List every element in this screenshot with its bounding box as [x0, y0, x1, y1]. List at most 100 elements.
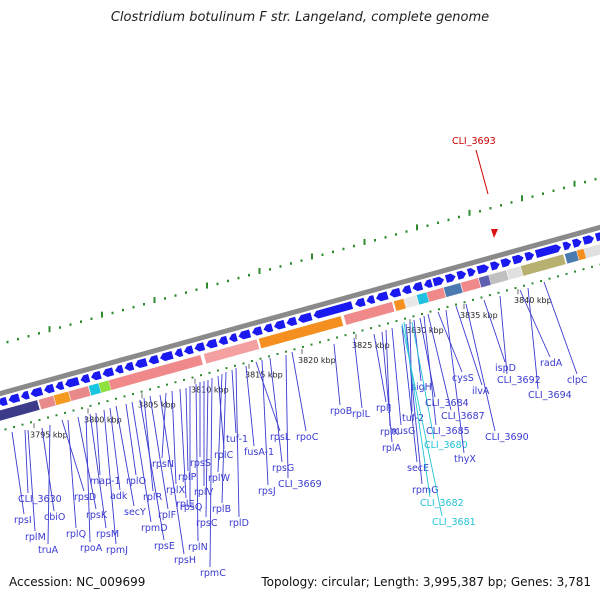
outer-tick: [552, 189, 555, 193]
gene-label[interactable]: rplP: [178, 472, 197, 483]
outer-tick: [80, 320, 82, 323]
gene-label[interactable]: rplL: [352, 409, 371, 420]
gene-label[interactable]: rpoA: [80, 543, 103, 554]
gene-arrow: [55, 381, 65, 391]
gene-label[interactable]: adk: [110, 491, 128, 502]
gene-label[interactable]: sigH: [411, 382, 432, 393]
outer-tick: [101, 311, 103, 318]
gene-label[interactable]: CLI_3682: [420, 498, 464, 509]
inner-tick: [166, 383, 168, 386]
gene-label[interactable]: secE: [407, 463, 429, 474]
highlight-label[interactable]: CLI_3693: [452, 136, 496, 147]
gene-label[interactable]: rplN: [188, 542, 208, 553]
highlight-marker-icon[interactable]: [491, 229, 498, 238]
gene-label[interactable]: rplD: [229, 518, 249, 529]
gene-label[interactable]: rpsD: [74, 492, 96, 503]
gene-label[interactable]: rplQ: [66, 529, 86, 540]
gene-label[interactable]: rplF: [158, 510, 176, 521]
outer-tick: [426, 224, 429, 227]
gene-label[interactable]: ilvA: [472, 386, 490, 397]
gene-label[interactable]: rplV: [194, 487, 214, 498]
gene-label[interactable]: tuf-2: [402, 413, 424, 424]
gene-leader-line: [401, 325, 418, 463]
gene-label[interactable]: CLI_3669: [278, 479, 322, 490]
outer-tick: [206, 282, 208, 289]
gene-label[interactable]: rpsI: [14, 515, 32, 526]
outer-tick: [321, 253, 324, 257]
kbp-label: 3840 kbp: [514, 296, 552, 305]
gene-label[interactable]: map-1: [90, 476, 121, 487]
gene-label[interactable]: rplK: [380, 427, 400, 438]
gene-label[interactable]: rpsL: [270, 432, 291, 443]
gene-leader-line: [333, 343, 341, 406]
kbp-label: 3795 kbp: [30, 430, 68, 439]
gene-leader-line: [217, 373, 223, 473]
gene-label[interactable]: radA: [540, 358, 563, 369]
gene-label[interactable]: fusA-1: [244, 447, 274, 458]
gene-label[interactable]: rpmJ: [106, 545, 128, 556]
gene-label[interactable]: clpC: [567, 375, 588, 386]
gene-label[interactable]: rplJ: [376, 403, 391, 414]
gene-arrow: [8, 393, 21, 404]
gene-arrow: [524, 251, 535, 261]
gene-label[interactable]: truA: [38, 545, 59, 556]
gene-label[interactable]: rpmG: [412, 485, 439, 496]
gene-arrow: [174, 348, 184, 358]
gene-label[interactable]: rpsH: [174, 555, 196, 566]
outer-tick: [153, 297, 156, 304]
gene-label[interactable]: rpsQ: [180, 502, 202, 513]
gene-label[interactable]: CLI_3687: [441, 411, 485, 422]
gene-label[interactable]: CLI_3684: [425, 398, 469, 409]
inner-tick: [412, 315, 415, 318]
inner-tick: [472, 298, 474, 301]
gene-label[interactable]: CLI_3685: [426, 426, 470, 437]
gene-label[interactable]: secY: [124, 507, 146, 518]
cog-segment: [488, 270, 509, 285]
gene-label[interactable]: rpsG: [272, 463, 294, 474]
gene-label[interactable]: rpoC: [296, 432, 319, 443]
gene-label[interactable]: CLI_3692: [497, 375, 541, 386]
gene-label[interactable]: rpmD: [141, 523, 168, 534]
gene-label[interactable]: rplR: [143, 492, 163, 503]
gene-leader-line: [519, 289, 551, 358]
gene-leader-line: [269, 357, 283, 463]
gene-arrow: [229, 333, 238, 342]
gene-label[interactable]: rpsE: [154, 541, 175, 552]
gene-label[interactable]: rplB: [212, 504, 231, 515]
gene-label[interactable]: rplA: [382, 443, 402, 454]
gene-label[interactable]: rpsK: [86, 510, 108, 521]
gene-leader-line: [85, 415, 91, 543]
gene-label[interactable]: rpsJ: [258, 486, 276, 497]
gene-label[interactable]: rpsS: [190, 458, 211, 469]
gene-label[interactable]: cbiO: [44, 512, 65, 523]
gene-label[interactable]: rpmC: [200, 568, 226, 579]
outer-tick: [164, 297, 166, 300]
gene-leader-line: [455, 305, 483, 386]
outer-tick: [437, 221, 439, 225]
gene-label[interactable]: CLI_3681: [432, 517, 476, 528]
kbp-label: 3800 kbp: [84, 415, 122, 424]
gene-leader-line: [131, 401, 152, 523]
gene-label[interactable]: rplE: [176, 499, 195, 510]
accession-text: Accession: NC_009699: [9, 575, 146, 589]
gene-label[interactable]: rplO: [126, 476, 146, 487]
gene-label[interactable]: rpsM: [96, 529, 119, 540]
inner-tick: [446, 305, 449, 308]
gene-label[interactable]: rplW: [208, 473, 231, 484]
gene-label[interactable]: CLI_3694: [528, 390, 572, 401]
gene-label[interactable]: CLI_3690: [485, 432, 529, 443]
gene-label[interactable]: nusG: [391, 426, 415, 437]
gene-label[interactable]: cysS: [452, 373, 474, 384]
gene-label[interactable]: CLI_3680: [424, 440, 468, 451]
gene-label[interactable]: ispD: [495, 363, 516, 374]
gene-arrow: [21, 390, 30, 400]
gene-label[interactable]: thyX: [454, 454, 476, 465]
gene-label[interactable]: rplM: [25, 532, 46, 543]
gene-label[interactable]: CLI_3630: [18, 494, 62, 505]
gene-arrow: [263, 323, 274, 333]
gene-label[interactable]: rpsC: [196, 518, 218, 529]
gene-label[interactable]: rpoB: [330, 406, 352, 417]
gene-label[interactable]: rplX: [166, 485, 186, 496]
gene-arrow: [432, 276, 445, 287]
gene-label[interactable]: rpsN: [152, 459, 174, 470]
